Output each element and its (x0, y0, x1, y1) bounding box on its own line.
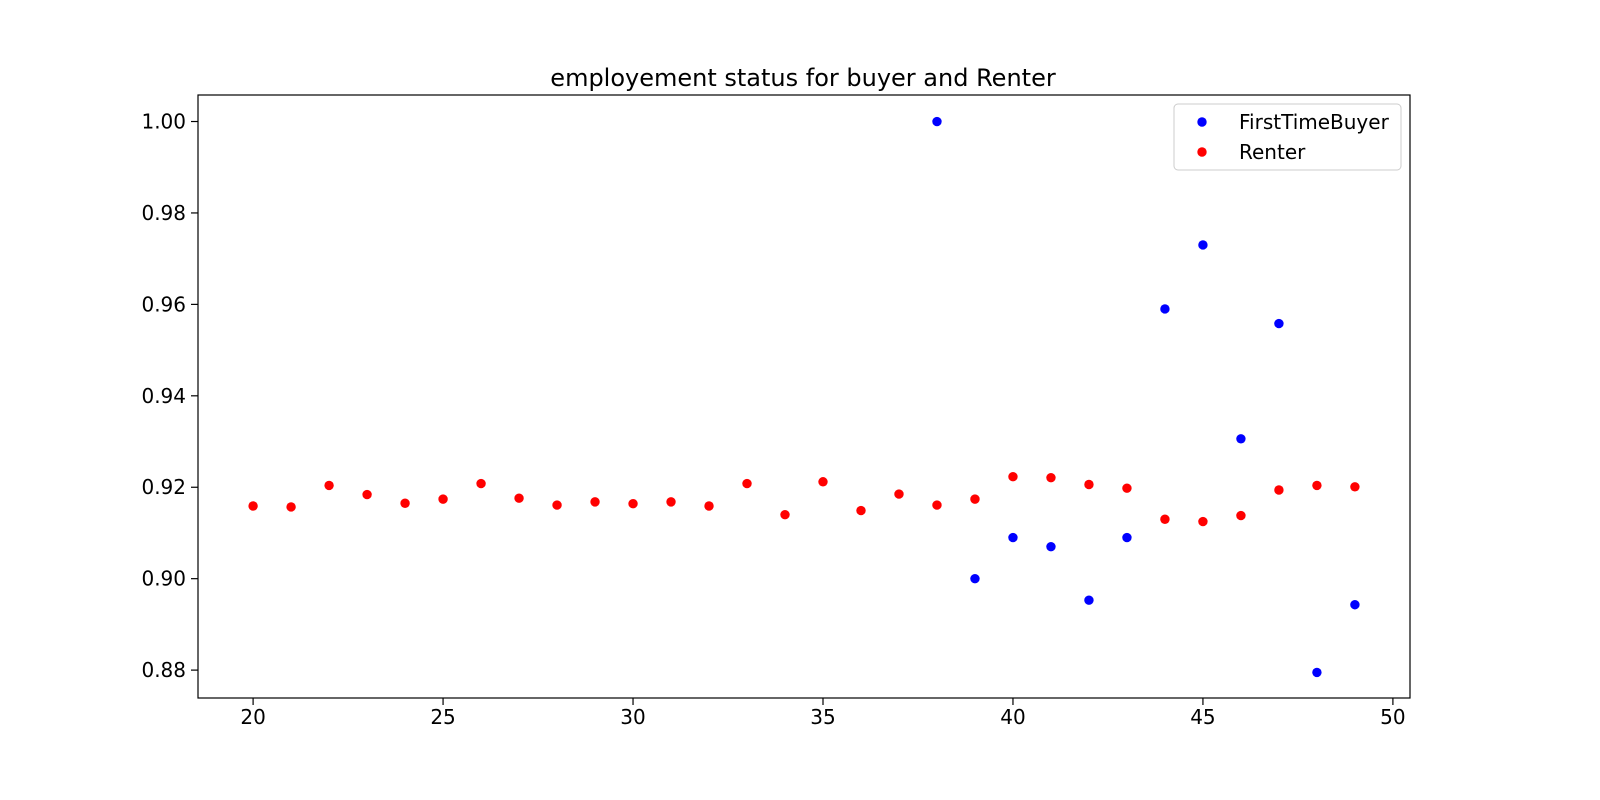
y-tick-label: 0.96 (141, 292, 186, 316)
chart-title: employement status for buyer and Renter (550, 64, 1056, 92)
data-point-firsttimebuyer (1160, 304, 1170, 314)
y-tick-label: 0.98 (141, 201, 186, 225)
data-point-renter (970, 494, 980, 504)
x-tick-label: 45 (1190, 705, 1215, 729)
data-point-renter (932, 500, 942, 510)
legend-label-firsttimebuyer: FirstTimeBuyer (1239, 110, 1390, 134)
plot-frame (197, 94, 1411, 699)
data-point-renter (1122, 483, 1132, 493)
x-tick-label: 30 (620, 705, 645, 729)
data-point-firsttimebuyer (970, 573, 980, 584)
data-point-renter (1274, 485, 1284, 495)
data-point-renter (894, 489, 904, 499)
data-point-firsttimebuyer (1350, 600, 1360, 610)
data-point-renter (1312, 480, 1322, 491)
data-point-firsttimebuyer (1312, 667, 1322, 678)
legend: FirstTimeBuyer Renter (1173, 103, 1402, 171)
legend-label-renter: Renter (1239, 140, 1306, 164)
data-point-renter (666, 497, 676, 507)
legend-marker-firsttimebuyer (1197, 117, 1207, 127)
data-point-renter (1236, 510, 1246, 521)
x-tick-label: 20 (240, 705, 265, 729)
data-point-renter (856, 505, 866, 516)
data-point-renter (1008, 472, 1018, 482)
data-point-firsttimebuyer (1084, 595, 1094, 605)
data-point-renter (400, 498, 410, 508)
data-point-renter (324, 480, 334, 491)
y-tick-label: 0.94 (141, 384, 186, 408)
data-point-renter (590, 497, 600, 507)
x-tick-label: 50 (1380, 705, 1405, 729)
legend-marker-renter (1197, 147, 1207, 157)
y-axis: 0.88 0.90 0.92 0.94 0.96 0.98 1.00 (141, 110, 198, 682)
data-point-renter (1350, 482, 1360, 492)
data-point-firsttimebuyer (932, 116, 942, 127)
y-tick-label: 1.00 (141, 110, 186, 134)
data-point-renter (742, 478, 752, 489)
y-tick-label: 0.90 (141, 567, 186, 591)
data-point-renter (1198, 516, 1208, 527)
x-tick-label: 25 (430, 705, 455, 729)
data-point-renter (552, 500, 562, 510)
data-point-firsttimebuyer (1198, 240, 1208, 250)
data-point-renter (780, 509, 790, 520)
data-point-firsttimebuyer (1046, 541, 1056, 552)
legend-box (1173, 103, 1402, 171)
data-point-renter (1160, 514, 1170, 524)
data-point-renter (1084, 479, 1094, 490)
data-point-firsttimebuyer (1122, 532, 1132, 543)
x-tick-label: 40 (1000, 705, 1025, 729)
points-layer (248, 116, 1360, 678)
data-point-renter (248, 501, 258, 511)
x-axis: 20 25 30 35 40 45 50 (240, 698, 1406, 729)
x-tick-label: 35 (810, 705, 835, 729)
data-point-firsttimebuyer (1274, 318, 1284, 329)
data-point-firsttimebuyer (1236, 434, 1246, 444)
data-point-renter (514, 493, 524, 503)
data-point-renter (286, 502, 296, 512)
data-point-renter (438, 494, 448, 504)
data-point-renter (476, 478, 486, 489)
data-point-renter (362, 489, 372, 500)
y-tick-label: 0.92 (141, 475, 186, 499)
data-point-renter (1046, 472, 1056, 483)
data-point-renter (704, 501, 714, 511)
y-tick-label: 0.88 (141, 658, 186, 682)
data-point-firsttimebuyer (1008, 532, 1018, 543)
data-point-renter (628, 499, 638, 509)
data-point-renter (818, 477, 828, 487)
